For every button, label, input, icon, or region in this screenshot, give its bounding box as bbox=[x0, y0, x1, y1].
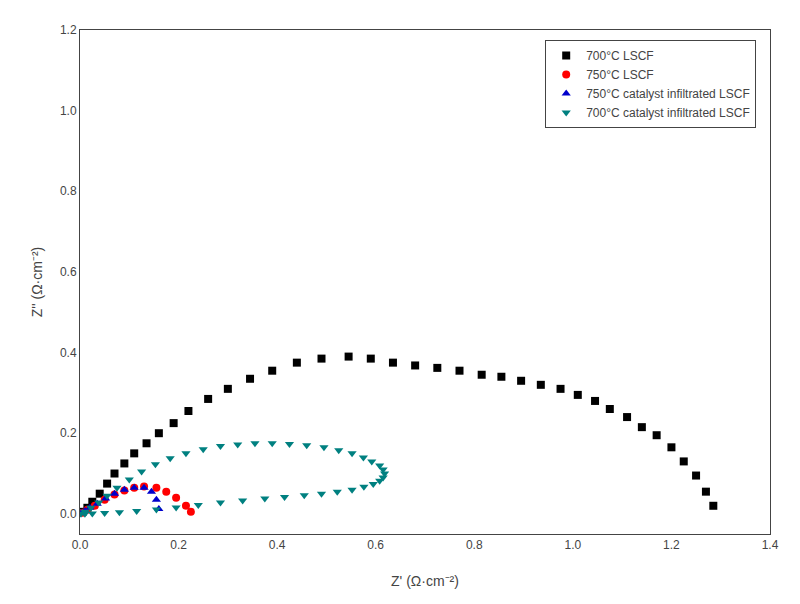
svg-text:700°C LSCF: 700°C LSCF bbox=[586, 49, 654, 63]
svg-text:750°C LSCF: 750°C LSCF bbox=[586, 68, 654, 82]
svg-text:1.0: 1.0 bbox=[565, 538, 582, 552]
svg-text:700°C catalyst infiltrated LSC: 700°C catalyst infiltrated LSCF bbox=[586, 106, 750, 120]
svg-text:1.2: 1.2 bbox=[60, 23, 77, 37]
svg-text:0.0: 0.0 bbox=[72, 538, 89, 552]
svg-text:0.0: 0.0 bbox=[60, 507, 77, 521]
svg-text:1.0: 1.0 bbox=[60, 104, 77, 118]
svg-text:0.8: 0.8 bbox=[466, 538, 483, 552]
svg-text:Z'' (Ω·cm⁻²): Z'' (Ω·cm⁻²) bbox=[29, 247, 45, 318]
svg-text:0.6: 0.6 bbox=[60, 265, 77, 279]
svg-text:Z' (Ω·cm⁻²): Z' (Ω·cm⁻²) bbox=[391, 573, 459, 589]
svg-text:0.4: 0.4 bbox=[60, 346, 77, 360]
svg-text:0.6: 0.6 bbox=[367, 538, 384, 552]
svg-text:1.2: 1.2 bbox=[663, 538, 680, 552]
svg-text:0.8: 0.8 bbox=[60, 184, 77, 198]
svg-text:750°C catalyst infiltrated LSC: 750°C catalyst infiltrated LSCF bbox=[586, 87, 750, 101]
svg-text:0.4: 0.4 bbox=[269, 538, 286, 552]
svg-text:0.2: 0.2 bbox=[170, 538, 187, 552]
svg-text:0.2: 0.2 bbox=[60, 426, 77, 440]
svg-text:1.4: 1.4 bbox=[762, 538, 779, 552]
